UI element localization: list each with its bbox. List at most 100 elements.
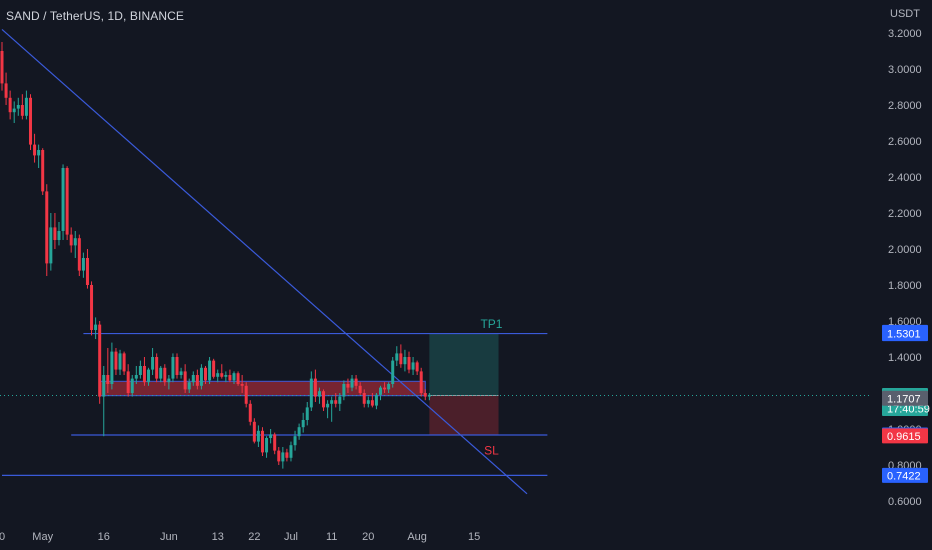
candle-body	[342, 384, 346, 397]
candle	[155, 353, 159, 383]
candle	[20, 94, 24, 120]
candle	[212, 358, 216, 379]
candle-body	[281, 452, 285, 462]
x-tick-label: 15	[468, 531, 480, 543]
candle-body	[134, 375, 138, 379]
candle	[81, 252, 85, 278]
candle	[118, 349, 122, 375]
candle	[8, 90, 12, 120]
price-badge-bg	[882, 428, 928, 444]
candle-body	[20, 105, 24, 116]
candle	[313, 369, 317, 402]
candle	[45, 184, 49, 276]
candle-body	[216, 373, 220, 377]
candle-body	[159, 367, 163, 379]
candle-body	[110, 351, 114, 384]
candle	[147, 367, 151, 386]
y-tick-label: 2.0000	[888, 244, 922, 256]
candle	[69, 227, 73, 253]
candle-body	[98, 324, 102, 397]
candle	[12, 101, 16, 123]
candle	[301, 412, 305, 433]
candle-body	[273, 434, 277, 451]
candle-body	[301, 420, 305, 428]
tp1-label: TP1	[480, 317, 502, 331]
candle-body	[326, 403, 330, 408]
candle	[297, 423, 301, 440]
x-tick-label: 20	[362, 531, 374, 543]
candle-body	[130, 378, 134, 393]
price-badge: 1.1707	[882, 390, 928, 406]
candle	[159, 366, 163, 383]
candle-body	[240, 384, 244, 386]
candle	[114, 348, 118, 375]
candle-body	[293, 436, 297, 446]
candle-body	[358, 385, 362, 393]
candle-body	[175, 357, 179, 375]
candle	[334, 393, 338, 408]
candle	[73, 231, 77, 258]
y-tick-label: 1.4000	[888, 352, 922, 364]
x-tick-label: 13	[212, 531, 224, 543]
candle	[106, 348, 110, 393]
candle	[16, 97, 20, 116]
candle-body	[90, 285, 94, 330]
candle-body	[403, 357, 407, 365]
candle-body	[24, 97, 28, 116]
candle-body	[362, 393, 366, 404]
candle-body	[419, 371, 423, 393]
candle	[94, 317, 98, 339]
candle-body	[260, 430, 264, 453]
candle-body	[12, 108, 16, 113]
candle	[220, 364, 224, 379]
candle	[57, 222, 61, 246]
x-tick-label: May	[32, 531, 53, 543]
candle	[305, 402, 309, 426]
candle-body	[195, 375, 199, 386]
candle	[90, 281, 94, 336]
candle-body	[69, 234, 73, 246]
candle	[427, 393, 431, 401]
candle	[403, 349, 407, 372]
candle-body	[346, 384, 350, 388]
candle-body	[379, 387, 383, 395]
candle-body	[122, 353, 126, 372]
x-tick-label: 22	[248, 531, 260, 543]
candle	[134, 366, 138, 384]
candle-body	[106, 375, 110, 384]
candle	[244, 382, 248, 408]
candle	[126, 364, 130, 397]
candle	[252, 418, 256, 444]
candle-body	[387, 384, 391, 390]
candle	[167, 375, 171, 390]
candle	[204, 366, 207, 384]
price-badge: 1.5301	[882, 326, 928, 342]
candle-body	[407, 357, 411, 370]
x-tick-label: 0	[0, 531, 5, 543]
candle-body	[114, 351, 118, 370]
candle	[41, 148, 45, 195]
candle	[232, 371, 236, 384]
candle	[362, 389, 366, 408]
candle	[423, 389, 427, 401]
candle-body	[65, 168, 69, 235]
candle-body	[142, 366, 146, 383]
candle-body	[57, 231, 61, 240]
candle-body	[285, 452, 289, 458]
candle	[379, 385, 383, 401]
candle-body	[138, 366, 142, 375]
candle-body	[77, 238, 81, 271]
price-badge: 0.9615	[882, 428, 928, 444]
candle-body	[232, 373, 236, 381]
candle	[317, 387, 321, 404]
y-tick-label: 2.4000	[888, 172, 922, 184]
candle-body	[244, 385, 248, 404]
y-tick-label: 2.6000	[888, 136, 922, 148]
candle	[85, 249, 89, 289]
price-badge: 0.7422	[882, 467, 928, 483]
chart-title: SAND / TetherUS, 1D, BINANCE	[6, 9, 184, 23]
candle-body	[289, 445, 293, 458]
candle-body	[269, 434, 273, 438]
